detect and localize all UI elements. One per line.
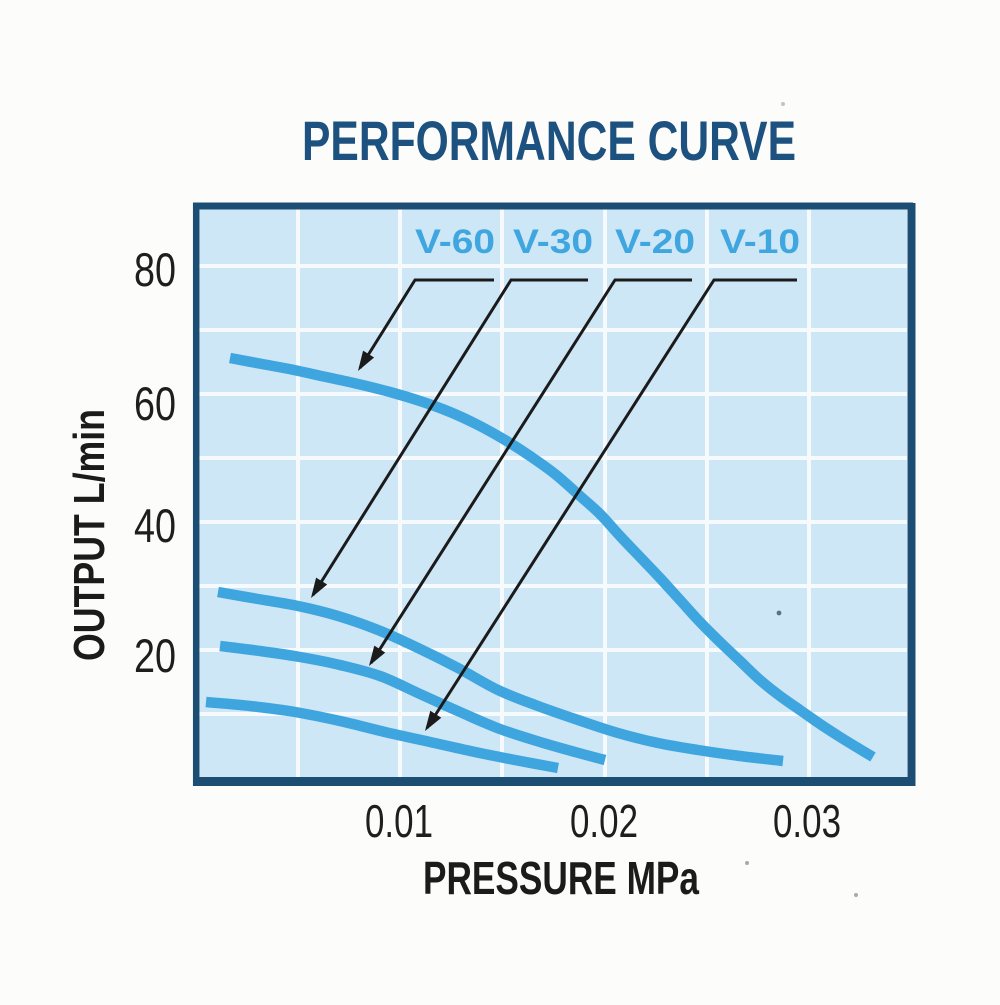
svg-text:80: 80 <box>134 243 176 296</box>
svg-text:V-30: V-30 <box>513 223 593 261</box>
svg-text:V-20: V-20 <box>615 223 695 261</box>
svg-text:20: 20 <box>134 629 176 682</box>
svg-text:PERFORMANCE CURVE: PERFORMANCE CURVE <box>302 109 796 172</box>
svg-text:0.02: 0.02 <box>570 795 638 847</box>
svg-text:V-10: V-10 <box>720 223 800 261</box>
svg-text:40: 40 <box>134 499 176 552</box>
svg-text:0.01: 0.01 <box>365 795 433 847</box>
svg-text:60: 60 <box>134 377 176 430</box>
svg-text:OUTPUT L/min: OUTPUT L/min <box>65 409 114 661</box>
svg-text:PRESSURE MPa: PRESSURE MPa <box>423 852 699 904</box>
svg-text:V-60: V-60 <box>415 223 495 261</box>
svg-text:0.03: 0.03 <box>773 795 841 847</box>
